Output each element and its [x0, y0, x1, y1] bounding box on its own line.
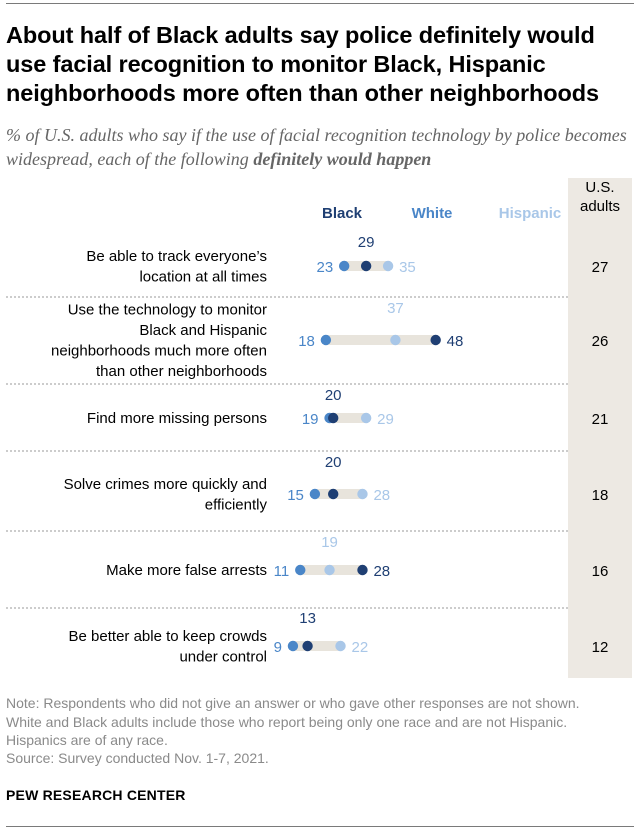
dot-black — [360, 260, 372, 272]
dot-white — [295, 564, 306, 576]
category-label: Solve crimes more quickly and — [64, 476, 267, 493]
total-value: 26 — [592, 333, 609, 350]
category-label: location at all times — [139, 268, 267, 285]
total-value: 16 — [592, 563, 609, 580]
dot-white — [287, 640, 299, 652]
data-label-hispanic: 29 — [377, 411, 394, 428]
data-label-white: 15 — [287, 487, 304, 504]
top-rule — [6, 3, 634, 4]
category-label: Make more false arrests — [106, 562, 267, 579]
category-label: neighborhoods much more often — [51, 342, 267, 359]
note-line: Note: Respondents who did not give an an… — [6, 695, 580, 711]
category-label: Be better able to keep crowds — [69, 628, 267, 645]
note-line: Hispanics are of any race. — [6, 732, 168, 748]
data-label-white: 23 — [316, 259, 333, 276]
total-value: 27 — [592, 259, 609, 276]
data-label-white: 18 — [298, 333, 315, 350]
dot-black — [357, 564, 368, 576]
total-value: 12 — [592, 639, 609, 656]
data-label-black: 48 — [447, 333, 464, 350]
dot-hispanic — [357, 488, 368, 500]
dot-hispanic — [324, 564, 335, 576]
dot-white — [338, 260, 350, 272]
dot-hispanic — [382, 260, 394, 272]
chart-subtitle: % of U.S. adults who say if the use of f… — [6, 123, 634, 171]
category-label: under control — [179, 648, 267, 665]
dot-hispanic — [360, 412, 372, 424]
data-label-black: 28 — [373, 563, 390, 580]
dot-plot-chart: U.S. adults Black White Hispanic Be able to t… — [6, 178, 632, 678]
total-column-header: U.S. — [585, 179, 614, 196]
category-label: than other neighborhoods — [96, 363, 267, 380]
chart-title: About half of Black adults say police de… — [6, 22, 600, 106]
dot-black — [328, 412, 339, 424]
data-label-hispanic: 37 — [387, 300, 404, 317]
data-label-hispanic: 28 — [373, 487, 390, 504]
legend-white: White — [412, 205, 453, 222]
data-label-white: 19 — [302, 411, 319, 428]
chart-source: Source: Survey conducted Nov. 1-7, 2021. — [6, 750, 269, 766]
note-line: White and Black adults include those who… — [6, 713, 568, 730]
legend-black: Black — [322, 205, 363, 222]
dot-white — [309, 488, 321, 500]
dot-black — [430, 334, 441, 346]
total-column-header: adults — [580, 198, 620, 215]
data-label-white: 9 — [274, 639, 282, 656]
bottom-rule — [6, 826, 634, 827]
data-label-black: 29 — [358, 234, 375, 251]
dot-black — [328, 488, 339, 500]
total-column-bg — [568, 178, 632, 678]
brand-label: PEW RESEARCH CENTER — [6, 787, 186, 803]
dot-hispanic — [390, 334, 401, 346]
legend-hispanic: Hispanic — [499, 205, 562, 222]
total-value: 18 — [592, 487, 609, 504]
category-label: Use the technology to monitor — [68, 301, 267, 318]
category-label: efficiently — [205, 496, 268, 513]
chart-note: Note: Respondents who did not give an an… — [6, 694, 636, 750]
data-label-black: 13 — [299, 610, 316, 627]
data-label-white: 11 — [274, 563, 290, 580]
data-label-hispanic: 22 — [352, 639, 369, 656]
dot-white — [320, 334, 332, 346]
subtitle-text: % of U.S. adults who say if the use of f… — [6, 125, 627, 169]
data-label-hispanic: 35 — [399, 259, 416, 276]
subtitle-emphasis: definitely would happen — [253, 149, 432, 169]
category-label: Be able to track everyone’s — [86, 248, 267, 265]
dot-black — [302, 640, 313, 652]
dot-hispanic — [335, 640, 346, 652]
total-value: 21 — [592, 411, 609, 428]
category-label: Find more missing persons — [87, 410, 267, 427]
data-label-hispanic: 19 — [321, 534, 338, 551]
data-label-black: 20 — [325, 387, 342, 404]
data-label-black: 20 — [325, 454, 342, 471]
category-label: Black and Hispanic — [139, 322, 267, 339]
